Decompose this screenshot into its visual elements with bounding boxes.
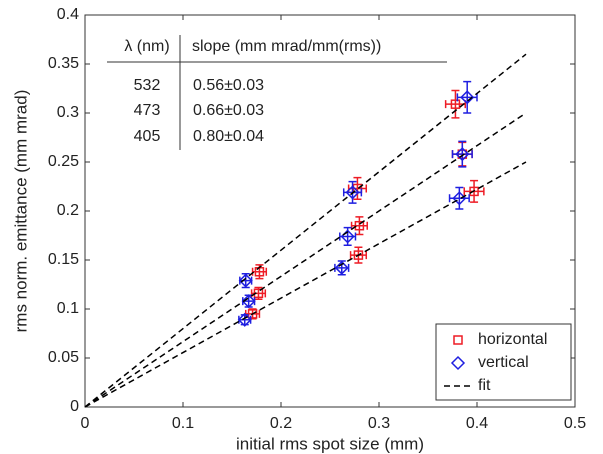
legend-marker [453,335,463,345]
x-tick-label: 0.4 [466,415,488,432]
data-point [455,147,470,162]
y-tick-label: 0.15 [48,251,79,268]
y-tick-label: 0.3 [57,104,79,121]
y-tick-label: 0 [70,398,79,415]
legend-label: fit [478,377,491,394]
y-tick-label: 0.25 [48,153,79,170]
data-point [238,273,253,288]
data-point [247,309,258,319]
fit-line [84,53,527,408]
table-cell: 0.56±0.03 [193,77,264,94]
x-tick-label: 0.3 [368,415,390,432]
legend-marker [450,355,466,371]
table-cell: 532 [134,77,161,94]
y-tick-label: 0.05 [48,349,79,366]
table-cell: 0.80±0.04 [193,128,264,145]
data-point [354,220,365,231]
y-tick-label: 0.35 [48,55,79,72]
data-point [345,185,360,200]
x-tick-label: 0.2 [270,415,292,432]
data-point [469,186,479,197]
y-tick-label: 0.4 [57,6,79,23]
table-cell: 0.66±0.03 [193,102,264,119]
table-header: slope (mm mrad/mm(rms)) [192,38,381,55]
data-point [460,90,475,105]
x-tick-label: 0.1 [172,415,194,432]
data-point [237,312,252,327]
table-header: λ (nm) [124,38,169,55]
data-point [450,99,461,109]
y-tick-label: 0.2 [57,202,79,219]
y-tick-label: 0.1 [57,300,79,317]
data-point [334,260,349,275]
x-tick-label: 0.5 [564,415,586,432]
x-axis-label: initial rms spot size (mm) [236,434,424,453]
table-cell: 473 [134,102,161,119]
y-axis-label: rms norm. emittance (mm mrad) [11,90,30,333]
legend-label: vertical [478,354,529,371]
data-point [241,294,256,309]
x-tick-label: 0 [81,415,90,432]
table-cell: 405 [134,128,161,145]
data-point [353,250,364,260]
legend-label: horizontal [478,331,547,348]
